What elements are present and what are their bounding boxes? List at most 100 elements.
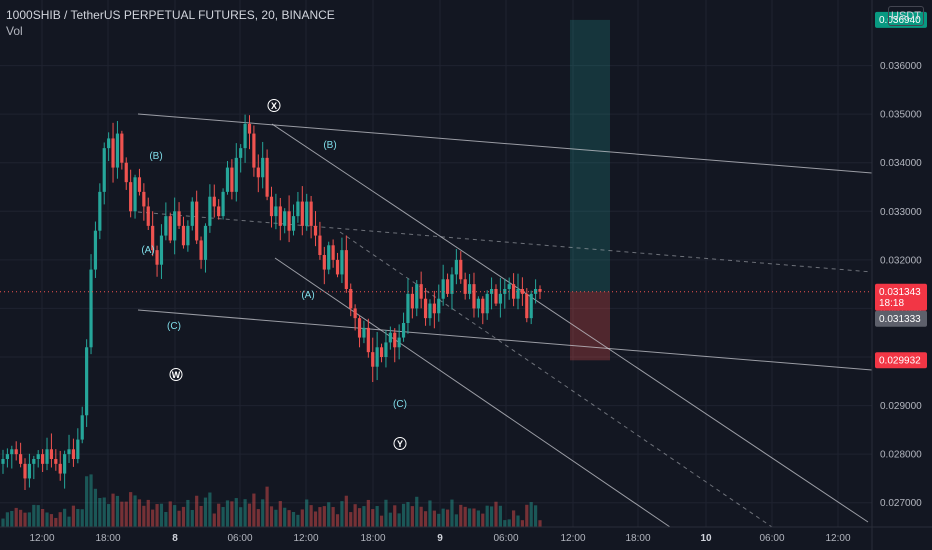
wave-label[interactable]: (C) — [393, 399, 407, 410]
volume-bar — [67, 516, 71, 527]
volume-bar — [388, 512, 392, 527]
falling-channel-mid-line[interactable] — [339, 231, 773, 528]
candle-body — [472, 284, 476, 309]
candle-body — [239, 148, 243, 158]
position-target-zone[interactable] — [570, 19, 610, 292]
candle-body — [423, 298, 428, 319]
candle-body — [335, 259, 340, 275]
candle-body — [142, 191, 146, 207]
volume-bar — [80, 509, 84, 527]
volume-bar — [494, 501, 498, 527]
volume-bar — [58, 512, 62, 527]
wave-label[interactable]: (C) — [167, 321, 181, 332]
candle-body — [489, 289, 494, 294]
volume-bar — [357, 508, 362, 527]
x-tick-label: 8 — [172, 533, 178, 544]
volume-bar — [419, 506, 423, 527]
candle-body — [353, 308, 357, 319]
volume-bar — [300, 509, 304, 527]
volume-bar — [19, 509, 23, 527]
y-tick-label: 0.033000 — [880, 207, 922, 218]
x-tick-label: 10 — [700, 533, 712, 544]
wave-label[interactable]: (B) — [323, 140, 336, 151]
candle-body — [10, 449, 14, 455]
last-price-badge[interactable] — [875, 283, 927, 311]
volume-bar — [318, 507, 322, 527]
candle-body — [217, 206, 221, 217]
y-tick-label: 0.034000 — [880, 158, 922, 169]
volume-bar — [516, 515, 520, 527]
wave-label[interactable]: (A) — [141, 245, 154, 256]
volume-bar — [353, 504, 357, 527]
candle-body — [371, 352, 375, 367]
channel-upper-line[interactable] — [137, 113, 873, 174]
volume-indicator-label[interactable]: Vol — [6, 24, 23, 38]
candle-body — [507, 284, 511, 289]
candle-body — [195, 201, 199, 241]
candle-body — [102, 148, 106, 192]
volume-bar — [177, 510, 181, 527]
candle-body — [234, 157, 238, 192]
volume-bar — [406, 502, 410, 527]
volume-bar — [344, 495, 348, 527]
wave-label[interactable]: Y — [397, 439, 403, 449]
volume-bar — [472, 508, 476, 527]
volume-bar — [63, 508, 67, 527]
candle-body — [23, 463, 27, 479]
candle-body — [173, 211, 177, 241]
candle-body — [137, 177, 142, 192]
stop-price-badge-text: 0.029932 — [879, 355, 921, 366]
volume-bar — [291, 511, 296, 527]
candle-body — [41, 454, 45, 464]
volume-bar — [212, 513, 216, 527]
channel-lower-line[interactable] — [137, 309, 873, 371]
currency-button[interactable]: USDT — [888, 6, 924, 26]
wave-label[interactable]: W — [172, 370, 181, 380]
candle-body — [159, 235, 164, 265]
wave-label[interactable]: X — [271, 101, 277, 111]
candle-body — [203, 225, 208, 260]
bid-price-badge[interactable] — [875, 310, 927, 327]
stop-price-badge[interactable] — [875, 352, 927, 369]
candle-body — [54, 459, 58, 464]
volume-bar — [76, 509, 80, 527]
volume-bar — [498, 505, 502, 527]
volume-bar — [401, 503, 406, 527]
volume-bar — [287, 510, 291, 527]
volume-bar — [23, 512, 27, 527]
y-tick-label: 0.032000 — [880, 255, 922, 266]
candle-body — [199, 240, 203, 260]
symbol-title[interactable]: 1000SHIB / TetherUS PERPETUAL FUTURES, 2… — [6, 8, 335, 22]
position-stop-zone[interactable] — [570, 291, 610, 361]
candle-body — [362, 327, 366, 338]
x-tick-label: 06:00 — [759, 533, 784, 544]
candle-body — [269, 196, 274, 217]
wave-label-circle — [169, 368, 183, 381]
x-tick-label: 12:00 — [293, 533, 318, 544]
candle-body — [107, 138, 111, 149]
candle-body — [366, 327, 370, 353]
candle-body — [331, 245, 335, 260]
volume-bar — [441, 508, 445, 527]
falling-channel-upper-line[interactable] — [271, 123, 869, 523]
volume-bar — [459, 504, 463, 527]
wave-label[interactable]: (B) — [149, 151, 162, 162]
volume-bar — [5, 512, 10, 527]
y-tick-label: 0.027000 — [880, 498, 922, 509]
volume-bar — [296, 514, 300, 527]
falling-channel-lower-line[interactable] — [274, 257, 671, 528]
wave-label[interactable]: (A) — [301, 290, 314, 301]
volume-bar — [85, 476, 89, 527]
volume-bar — [428, 500, 432, 527]
volume-bar — [221, 507, 225, 527]
volume-bar — [14, 507, 18, 527]
channel-mid-line[interactable] — [137, 211, 873, 273]
candle-body — [318, 235, 322, 255]
candle-body — [529, 293, 533, 319]
volume-bar — [155, 504, 159, 527]
volume-bar — [432, 510, 436, 527]
candle-body — [221, 191, 225, 217]
volume-bar — [102, 497, 106, 527]
